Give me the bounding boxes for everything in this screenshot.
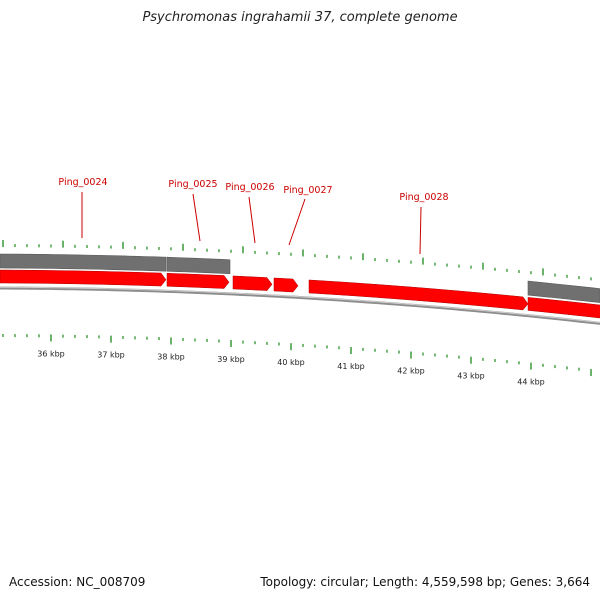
genome-backbone: [0, 286, 600, 325]
gene-bar-gray: [527, 280, 600, 303]
genome-summary-text: Topology: circular; Length: 4,559,598 bp…: [260, 575, 590, 589]
gene-track-red: [0, 269, 600, 319]
gene-arrow-red: [232, 275, 273, 291]
scale-label: 37 kbp: [97, 351, 125, 360]
scale-label: 36 kbp: [37, 350, 65, 359]
gene-leader-line: [192, 193, 201, 242]
scale-label: 44 kbp: [517, 378, 545, 387]
gene-leader-line: [288, 198, 306, 246]
backbone-line: [0, 286, 600, 325]
gene-bar-gray: [0, 253, 167, 272]
backbone-highlight: [0, 286, 600, 324]
gene-arrow-red: [166, 273, 230, 289]
inner-tick-track: [2, 334, 592, 377]
gene-arrow-red: [527, 297, 600, 319]
gene-arrow-red: [273, 277, 299, 293]
gene-label: Ping_0027: [283, 185, 332, 196]
gene-track-gray: [0, 253, 600, 303]
scale-label: 39 kbp: [217, 355, 245, 364]
gene-label: Ping_0026: [225, 182, 274, 193]
gene-leader-line: [419, 206, 422, 255]
scale-labels: 36 kbp 37 kbp 38 kbp 39 kbp 40 kbp 41 kbp 42 k…: [37, 350, 545, 387]
scale-label: 43 kbp: [457, 372, 485, 381]
gene-label: Ping_0025: [168, 179, 217, 190]
gene-arrow-red: [0, 269, 167, 287]
gene-label: Ping_0024: [58, 177, 107, 188]
genome-title: Psychromonas ingrahamii 37, complete gen…: [142, 10, 458, 25]
scale-label: 38 kbp: [157, 353, 185, 362]
gene-labels: Ping_0024 Ping_0025 Ping_0026 Ping_0027 Ping…: [58, 177, 449, 255]
gene-leader-line: [248, 196, 256, 244]
gene-bar-gray: [166, 256, 231, 275]
scale-label: 41 kbp: [337, 362, 365, 371]
gene-arrow-red: [308, 279, 529, 311]
scale-label: 42 kbp: [397, 367, 425, 376]
scale-label: 40 kbp: [277, 358, 305, 367]
outer-tick-track: [2, 240, 592, 281]
gene-label: Ping_0028: [399, 192, 448, 203]
accession-text: Accession: NC_008709: [9, 575, 146, 589]
